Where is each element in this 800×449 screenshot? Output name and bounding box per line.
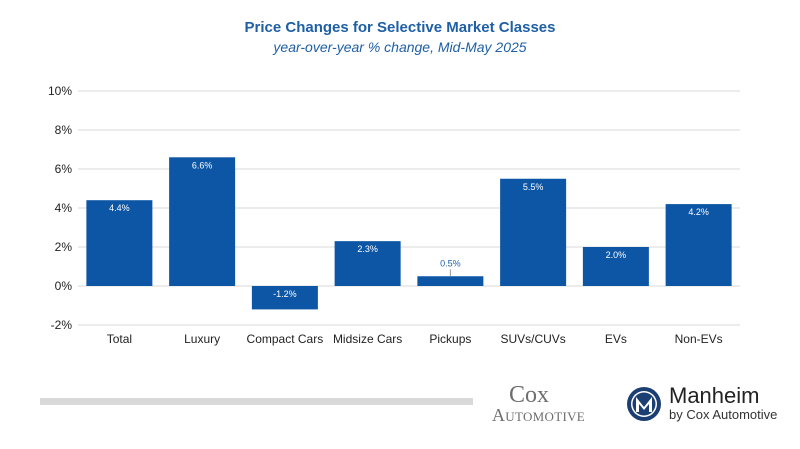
cox-logo-word: Cox bbox=[509, 382, 550, 408]
bar bbox=[251, 286, 318, 310]
y-tick-label: 6% bbox=[55, 162, 73, 176]
x-tick-label: Pickups bbox=[429, 332, 471, 346]
bar bbox=[334, 241, 401, 286]
x-axis-ticks: Total Luxury Compact Cars Midsize Cars Picku… bbox=[107, 332, 723, 346]
x-tick-label: Total bbox=[107, 332, 132, 346]
y-tick-label: 8% bbox=[55, 123, 73, 137]
data-label: -1.2% bbox=[273, 289, 297, 299]
x-tick-label: EVs bbox=[605, 332, 627, 346]
bar bbox=[417, 276, 484, 286]
chart-subtitle: year-over-year % change, Mid-May 2025 bbox=[273, 39, 527, 55]
chart-title: Price Changes for Selective Market Class… bbox=[244, 19, 556, 36]
manheim-emblem-icon bbox=[627, 387, 661, 421]
data-label: 2.3% bbox=[357, 244, 378, 254]
bar bbox=[500, 178, 567, 286]
x-tick-label: Midsize Cars bbox=[333, 332, 402, 346]
bar bbox=[169, 157, 236, 286]
data-label: 0.5% bbox=[440, 258, 461, 268]
manheim-subtitle: by Cox Automotive bbox=[669, 407, 778, 422]
data-label: 6.6% bbox=[192, 160, 213, 170]
bars bbox=[86, 157, 732, 310]
y-tick-label: 2% bbox=[55, 240, 73, 254]
x-tick-label: Compact Cars bbox=[247, 332, 324, 346]
automotive-logo-word: Automotive bbox=[492, 405, 586, 425]
data-label: 2.0% bbox=[606, 250, 627, 260]
bar bbox=[86, 200, 153, 286]
data-label: 4.2% bbox=[688, 207, 709, 217]
y-tick-label: 10% bbox=[48, 84, 72, 98]
manheim-name: Manheim bbox=[669, 383, 760, 408]
x-tick-label: SUVs/CUVs bbox=[500, 332, 565, 346]
data-labels: 4.4% 6.6% -1.2% 2.3% 0.5% 5.5% 2.0% 4.2% bbox=[109, 160, 709, 299]
y-tick-label: -2% bbox=[51, 318, 73, 332]
cox-automotive-logo: Cox Automotive bbox=[490, 383, 615, 427]
bar bbox=[582, 247, 649, 286]
bar-chart: -2% 0% 2% 4% 6% 8% 10% 4.4% 6.6% -1.2% 2.3% 0.5% 5.… bbox=[48, 84, 740, 346]
y-tick-label: 4% bbox=[55, 201, 73, 215]
y-tick-label: 0% bbox=[55, 279, 73, 293]
y-axis-ticks: -2% 0% 2% 4% 6% 8% 10% bbox=[48, 84, 72, 332]
x-tick-label: Non-EVs bbox=[675, 332, 723, 346]
data-label: 4.4% bbox=[109, 203, 130, 213]
manheim-logo: Manheim by Cox Automotive bbox=[626, 384, 796, 426]
x-tick-label: Luxury bbox=[184, 332, 220, 346]
bar bbox=[665, 204, 732, 286]
decorative-divider bbox=[40, 398, 473, 405]
data-label: 5.5% bbox=[523, 182, 544, 192]
